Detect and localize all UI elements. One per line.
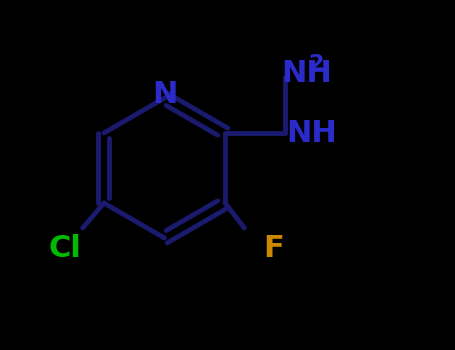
Text: F: F bbox=[263, 234, 284, 263]
Text: Cl: Cl bbox=[49, 234, 82, 263]
Text: NH: NH bbox=[286, 119, 337, 147]
Text: NH: NH bbox=[281, 59, 332, 88]
Text: 2: 2 bbox=[308, 54, 324, 74]
Text: N: N bbox=[152, 80, 177, 109]
